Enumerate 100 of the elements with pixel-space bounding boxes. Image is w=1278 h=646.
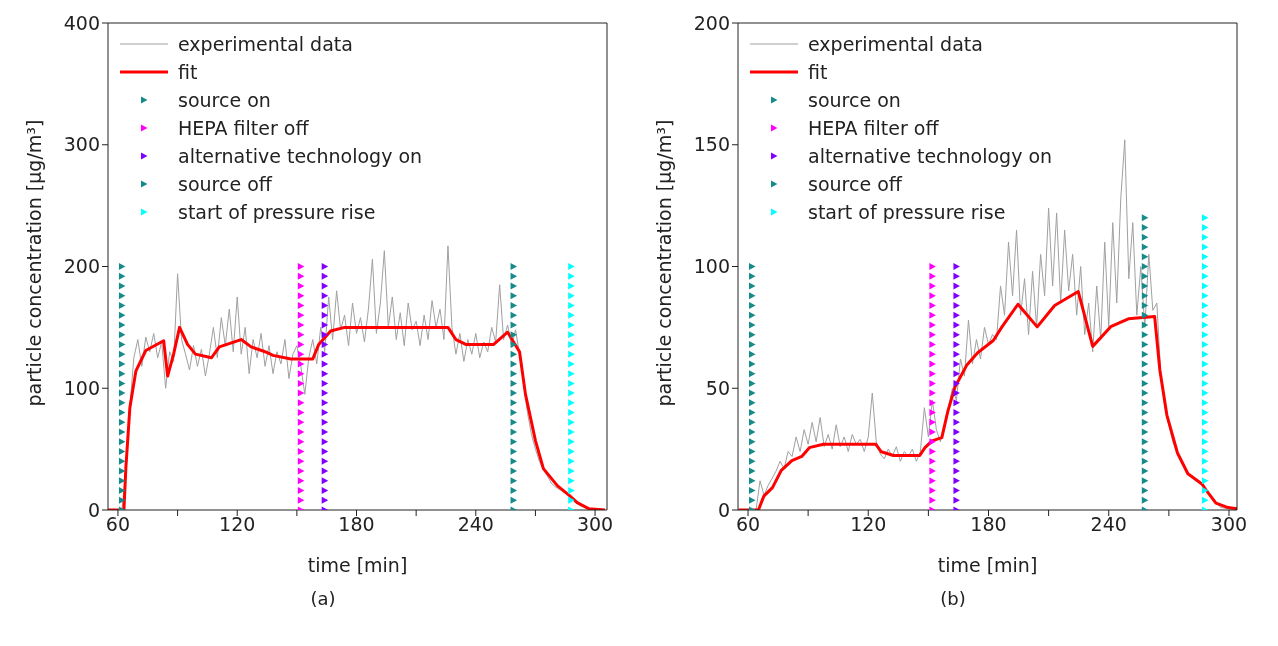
point (1201, 331, 1209, 339)
point (929, 438, 936, 446)
point (1201, 214, 1209, 222)
point (1141, 233, 1149, 241)
point (953, 428, 960, 436)
point (1141, 448, 1149, 456)
point (321, 370, 329, 378)
point (1201, 448, 1209, 456)
point (953, 496, 960, 504)
point (953, 418, 960, 426)
point (568, 311, 575, 319)
legend-label: fit (808, 60, 828, 85)
point (1141, 263, 1149, 270)
text: (a) (309, 588, 337, 609)
x-tick-label: 60 (105, 513, 131, 536)
legend-label: fit (178, 60, 198, 85)
x-tick-label: 300 (576, 513, 614, 536)
point (749, 438, 756, 446)
point (749, 350, 756, 358)
point (953, 409, 960, 417)
point (568, 263, 575, 270)
point (1201, 292, 1209, 300)
point (297, 263, 305, 270)
point (297, 311, 305, 319)
point (749, 272, 756, 280)
point (321, 350, 329, 358)
x-tick-label: 300 (1210, 513, 1248, 536)
point (568, 467, 575, 475)
point (297, 448, 305, 456)
point (1141, 360, 1149, 368)
point (749, 418, 756, 426)
point (568, 272, 575, 280)
point (749, 321, 756, 329)
y-tick-label: 0 (717, 498, 730, 521)
point (1141, 389, 1149, 397)
point (118, 409, 126, 417)
point (1201, 311, 1209, 319)
point (929, 487, 936, 495)
point (1201, 272, 1209, 280)
point (749, 370, 756, 378)
point (749, 340, 756, 348)
x-tick-label: 120 (219, 513, 256, 536)
point (1201, 233, 1209, 241)
x-tick-label: 180 (970, 513, 1007, 536)
y-tick-label: 300 (63, 133, 100, 156)
point (118, 477, 126, 485)
point (953, 331, 960, 339)
point (1201, 438, 1209, 446)
point (568, 496, 575, 504)
point (118, 467, 126, 475)
point (568, 321, 575, 329)
point (118, 379, 126, 387)
point (1141, 496, 1149, 504)
point (1141, 350, 1149, 358)
point (1141, 457, 1149, 465)
point (321, 409, 329, 417)
point (749, 399, 756, 407)
point (953, 370, 960, 378)
y-tick-label: 100 (693, 255, 730, 278)
point (1141, 253, 1149, 261)
point (321, 311, 329, 319)
point (510, 477, 518, 485)
point (321, 487, 329, 495)
point (568, 457, 575, 465)
point (118, 428, 126, 436)
point (568, 340, 575, 348)
point (953, 360, 960, 368)
y-axis-title: particle concentration [µg/m³] (652, 119, 675, 407)
point (297, 487, 305, 495)
point (1141, 243, 1149, 251)
point (321, 379, 329, 387)
y-tick-label: 150 (693, 133, 730, 156)
point (929, 282, 936, 290)
point (749, 331, 756, 339)
point (321, 457, 329, 465)
point (929, 350, 936, 358)
point (1201, 224, 1209, 232)
point (929, 370, 936, 378)
point (321, 418, 329, 426)
point (568, 409, 575, 417)
point (568, 428, 575, 436)
x-axis-title: time [min] (307, 554, 408, 576)
point (1201, 457, 1209, 465)
point (568, 301, 575, 309)
point (118, 350, 126, 358)
point (297, 438, 305, 446)
point (297, 428, 305, 436)
point (321, 301, 329, 309)
point (749, 467, 756, 475)
point (1141, 487, 1149, 495)
point (953, 272, 960, 280)
point (953, 350, 960, 358)
y-axis-title: particle concentration [µg/m³] (22, 119, 45, 407)
point (1141, 214, 1149, 222)
point (1141, 438, 1149, 446)
point (321, 448, 329, 456)
point (1141, 272, 1149, 280)
point (1201, 379, 1209, 387)
point (749, 311, 756, 319)
point (749, 379, 756, 387)
